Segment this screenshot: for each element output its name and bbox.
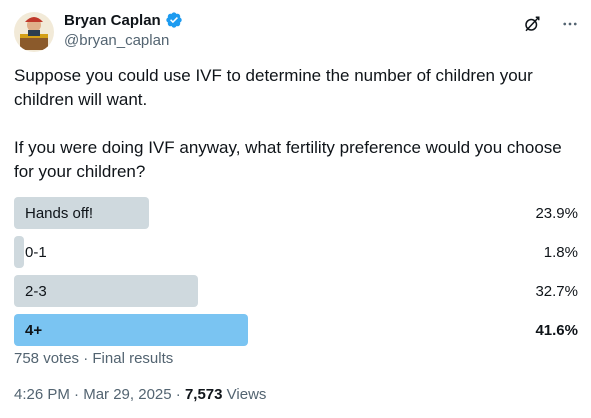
tweet-paragraph: If you were doing IVF anyway, what ferti… [14, 138, 562, 181]
poll-votes: 758 votes [14, 350, 80, 367]
author-handle[interactable]: @bryan_caplan [64, 32, 170, 49]
poll-option-percent: 32.7% [535, 282, 578, 300]
grok-icon[interactable] [522, 14, 542, 34]
tweet-timestamp: 4:26 PM · Mar 29, 2025 · 7,573 Views [14, 386, 266, 403]
poll-option-label: 4+ [25, 321, 43, 339]
avatar[interactable] [14, 12, 54, 52]
poll-option-label: 2-3 [25, 282, 47, 300]
verified-badge-icon [165, 11, 183, 29]
tweet-paragraph: Suppose you could use IVF to determine t… [14, 66, 533, 109]
author-name[interactable]: Bryan Caplan [64, 11, 161, 29]
separator: · [74, 386, 80, 403]
tweet-text: Suppose you could use IVF to determine t… [14, 64, 580, 208]
poll-bar [14, 275, 198, 307]
views-count: 7,573 [184, 386, 223, 403]
poll-summary: 758 votes · Final results [14, 350, 173, 367]
more-icon[interactable] [560, 14, 580, 34]
poll-bar [14, 236, 24, 268]
poll-bar [14, 314, 248, 346]
tweet-date[interactable]: Mar 29, 2025 [83, 386, 172, 403]
poll-option-percent: 23.9% [535, 204, 578, 222]
separator: · [175, 386, 181, 403]
tweet-header: Bryan Caplan @bryan_caplan [14, 10, 580, 52]
poll-option: Hands off! 23.9% [14, 197, 580, 229]
poll-option-percent: 41.6% [535, 321, 578, 339]
poll-option: 4+ 41.6% [14, 314, 580, 346]
separator: · [83, 350, 89, 367]
poll-option-percent: 1.8% [543, 243, 578, 261]
poll: Hands off! 23.9% 0-1 1.8% 2-3 32.7% 4+ 4… [14, 197, 580, 353]
poll-option: 2-3 32.7% [14, 275, 580, 307]
tweet-time[interactable]: 4:26 PM [14, 386, 70, 403]
poll-option: 0-1 1.8% [14, 236, 580, 268]
poll-option-label: 0-1 [25, 243, 47, 261]
poll-bar [14, 197, 149, 229]
views-label: Views [226, 386, 267, 403]
poll-status: Final results [92, 350, 174, 367]
poll-option-label: Hands off! [25, 204, 94, 222]
